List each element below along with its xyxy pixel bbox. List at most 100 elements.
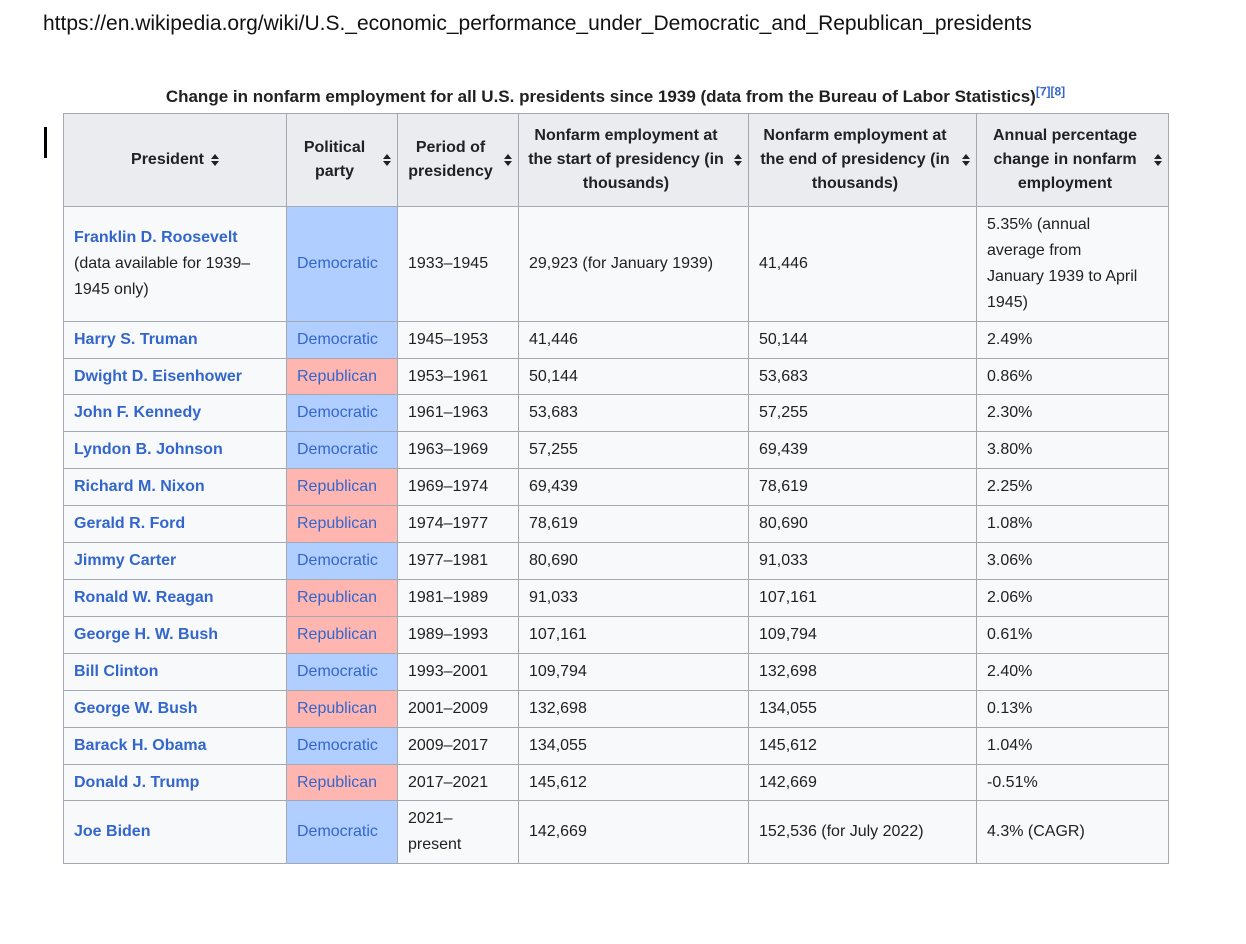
party-cell: Democratic xyxy=(286,542,398,580)
period-cell: 1974–1977 xyxy=(397,505,519,544)
annual-change-cell: 2.25% xyxy=(976,468,1169,507)
party-link[interactable]: Republican xyxy=(297,478,378,496)
table-row: Gerald R. Ford Republican 1974–1977 78,6… xyxy=(63,505,1169,544)
end-employment-cell: 152,536 (for July 2022) xyxy=(748,800,977,865)
president-cell: Bill Clinton xyxy=(63,652,287,691)
annual-change-cell: 0.61% xyxy=(976,615,1169,654)
annual-change-cell: 3.80% xyxy=(976,431,1169,470)
party-link[interactable]: Republican xyxy=(297,625,378,643)
president-link[interactable]: Ronald W. Reagan xyxy=(74,588,214,606)
party-cell: Republican xyxy=(286,615,398,654)
party-link[interactable]: Republican xyxy=(297,588,378,606)
president-cell: Franklin D. Roosevelt (data available fo… xyxy=(63,206,287,322)
end-employment-cell: 132,698 xyxy=(748,652,977,691)
start-employment-cell: 69,439 xyxy=(518,468,749,507)
party-cell: Democratic xyxy=(286,206,398,322)
table-row: Ronald W. Reagan Republican 1981–1989 91… xyxy=(63,578,1169,617)
sort-icon[interactable] xyxy=(210,154,219,166)
president-cell: Donald J. Trump xyxy=(63,763,287,802)
party-link[interactable]: Republican xyxy=(297,515,378,533)
party-cell: Republican xyxy=(286,505,398,544)
sort-icon[interactable] xyxy=(962,154,970,166)
president-link[interactable]: Jimmy Carter xyxy=(74,552,177,570)
table-row: Franklin D. Roosevelt (data available fo… xyxy=(63,206,1169,322)
sort-icon[interactable] xyxy=(734,154,742,166)
president-link[interactable]: Barack H. Obama xyxy=(74,736,207,754)
sort-icon[interactable] xyxy=(383,154,391,166)
president-link[interactable]: Richard M. Nixon xyxy=(74,478,205,496)
party-link[interactable]: Republican xyxy=(297,773,378,791)
party-cell: Republican xyxy=(286,763,398,802)
party-link[interactable]: Democratic xyxy=(297,736,378,754)
president-cell: Jimmy Carter xyxy=(63,542,287,580)
table-row: Joe Biden Democratic 2021– present 142,6… xyxy=(63,800,1169,865)
president-link[interactable]: Franklin D. Roosevelt xyxy=(74,228,238,246)
president-link[interactable]: Dwight D. Eisenhower xyxy=(74,367,243,385)
table-row: John F. Kennedy Democratic 1961–1963 53,… xyxy=(63,394,1169,433)
president-link[interactable]: Donald J. Trump xyxy=(74,773,200,791)
reference-7-link[interactable]: [7] xyxy=(1035,84,1051,99)
end-employment-cell: 109,794 xyxy=(748,615,977,654)
end-employment-cell: 91,033 xyxy=(748,542,977,580)
party-link[interactable]: Republican xyxy=(297,367,378,385)
start-employment-cell: 91,033 xyxy=(518,578,749,617)
party-link[interactable]: Democratic xyxy=(297,662,378,680)
period-cell: 1977–1981 xyxy=(397,542,519,580)
start-employment-cell: 132,698 xyxy=(518,689,749,728)
party-link[interactable]: Democratic xyxy=(297,254,378,272)
party-link[interactable]: Democratic xyxy=(297,552,378,570)
party-cell: Democratic xyxy=(286,652,398,691)
column-header[interactable]: Political party xyxy=(286,113,398,207)
president-link[interactable]: Joe Biden xyxy=(74,823,151,841)
end-employment-cell: 69,439 xyxy=(748,431,977,470)
column-header-label: President xyxy=(131,151,204,168)
president-link[interactable]: Harry S. Truman xyxy=(74,330,198,348)
table-row: George W. Bush Republican 2001–2009 132,… xyxy=(63,689,1169,728)
column-header-label: Political party xyxy=(303,139,366,180)
president-link[interactable]: George H. W. Bush xyxy=(74,625,219,643)
president-link[interactable]: John F. Kennedy xyxy=(74,404,202,422)
column-header[interactable]: Period of presidency xyxy=(397,113,519,207)
president-link[interactable]: Bill Clinton xyxy=(74,662,159,680)
period-cell: 2001–2009 xyxy=(397,689,519,728)
sort-icon[interactable] xyxy=(1154,154,1162,166)
table-row: George H. W. Bush Republican 1989–1993 1… xyxy=(63,615,1169,654)
start-employment-cell: 78,619 xyxy=(518,505,749,544)
annual-change-cell: 0.13% xyxy=(976,689,1169,728)
column-header[interactable]: President xyxy=(63,113,287,207)
end-employment-cell: 50,144 xyxy=(748,320,977,359)
end-employment-cell: 107,161 xyxy=(748,578,977,617)
party-link[interactable]: Democratic xyxy=(297,330,378,348)
president-link[interactable]: Gerald R. Ford xyxy=(74,515,186,533)
president-note: (data available for 1939–1945 only) xyxy=(74,254,251,298)
annual-change-cell: 2.49% xyxy=(976,320,1169,359)
party-cell: Democratic xyxy=(286,800,398,865)
president-cell: Dwight D. Eisenhower xyxy=(63,357,287,396)
party-link[interactable]: Democratic xyxy=(297,404,378,422)
annual-change-cell: 2.30% xyxy=(976,394,1169,433)
president-link[interactable]: Lyndon B. Johnson xyxy=(74,441,223,459)
party-link[interactable]: Democratic xyxy=(297,441,378,459)
table-row: Lyndon B. Johnson Democratic 1963–1969 5… xyxy=(63,431,1169,470)
end-employment-cell: 53,683 xyxy=(748,357,977,396)
end-employment-cell: 145,612 xyxy=(748,726,977,765)
sort-icon[interactable] xyxy=(504,154,512,166)
column-header[interactable]: Nonfarm employment at the end of preside… xyxy=(748,113,977,207)
president-cell: Ronald W. Reagan xyxy=(63,578,287,617)
president-cell: Richard M. Nixon xyxy=(63,468,287,507)
start-employment-cell: 109,794 xyxy=(518,652,749,691)
party-link[interactable]: Democratic xyxy=(297,823,378,841)
table-row: Jimmy Carter Democratic 1977–1981 80,690… xyxy=(63,542,1169,580)
column-header[interactable]: Nonfarm employment at the start of presi… xyxy=(518,113,749,207)
period-cell: 1953–1961 xyxy=(397,357,519,396)
start-employment-cell: 53,683 xyxy=(518,394,749,433)
annual-change-cell: 3.06% xyxy=(976,542,1169,580)
reference-8-link[interactable]: [8] xyxy=(1050,84,1066,99)
start-employment-cell: 29,923 (for January 1939) xyxy=(518,206,749,322)
party-cell: Democratic xyxy=(286,726,398,765)
president-link[interactable]: George W. Bush xyxy=(74,699,198,717)
party-link[interactable]: Republican xyxy=(297,699,378,717)
table-row: Barack H. Obama Democratic 2009–2017 134… xyxy=(63,726,1169,765)
start-employment-cell: 142,669 xyxy=(518,800,749,865)
column-header[interactable]: Annual percentage change in nonfarm empl… xyxy=(976,113,1169,207)
